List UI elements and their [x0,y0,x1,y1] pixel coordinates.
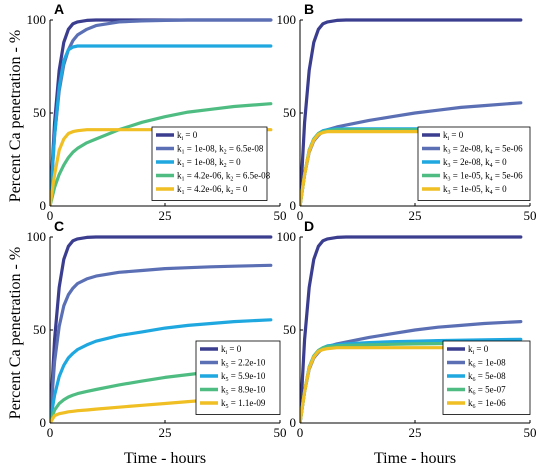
legend-entry: k3 = 1e-05, k4 = 5e-06 [443,171,523,183]
legend-entry: k5 = 8.9e-10 [221,385,266,397]
x-tick-label: 25 [409,425,422,440]
legend-entry: k5 = 2.2e-10 [221,358,266,370]
series-line-1 [300,235,523,423]
panel-label: D [304,218,314,234]
legend-entry: ki = 0 [468,344,489,356]
y-tick-label: 100 [277,12,297,27]
x-tick-label: 0 [47,425,54,440]
x-tick-label: 50 [524,208,537,223]
series-group [50,18,273,206]
panel-label: C [54,218,64,234]
panel-label: B [304,1,314,17]
y-tick-label: 0 [290,415,297,430]
y-tick-label: 100 [277,229,297,244]
x-tick-label: 50 [274,425,287,440]
y-tick-label: 0 [40,415,47,430]
legend-entry: k1 = 4.2e-06, k2 = 0 [177,184,248,196]
series-line-2 [50,263,273,423]
legend-entry: k6 = 5e-07 [468,385,506,397]
y-axis-label-top: Percent Ca penetration - % [7,30,24,202]
x-tick-label: 25 [409,208,422,223]
y-tick-label: 50 [33,105,46,120]
y-tick-label: 100 [27,12,47,27]
series-line-3 [50,44,273,206]
y-axis-label-bottom: Percent Ca penetration - % [7,247,24,419]
x-tick-label: 50 [274,208,287,223]
legend-entry: ki = 0 [443,130,464,142]
y-tick-label: 50 [283,322,296,337]
x-tick-label: 50 [524,425,537,440]
legend-entry: k3 = 2e-08, k4 = 5e-06 [443,144,523,156]
x-tick-label: 0 [297,208,304,223]
legend-entry: k6 = 1e-08 [468,358,506,370]
series-line-4 [50,102,273,206]
y-tick-label: 50 [283,105,296,120]
y-tick-label: 0 [40,198,47,213]
y-tick-label: 100 [27,229,47,244]
panel-a: 0 25 50 0 50 100 Aki = 0 k1 = 1e-08, k2 = 6.5e-… [27,1,287,223]
legend-entry: k3 = 2e-08, k4 = 0 [443,157,507,169]
x-axis-label-left: Time - hours [124,450,206,467]
x-tick-label: 0 [47,208,54,223]
legend-entry: k3 = 1e-05, k4 = 0 [443,184,507,196]
y-tick-label: 50 [33,322,46,337]
x-tick-label: 25 [159,208,172,223]
x-tick-label: 25 [159,425,172,440]
legend-entry: k6 = 5e-08 [468,371,506,383]
legend-entry: k5 = 1.1e-09 [221,398,266,410]
y-tick-label: 0 [290,198,297,213]
series-line-1 [50,235,273,423]
legend-entry: ki = 0 [221,344,242,356]
series-line-1 [300,18,523,206]
legend-entry: k1 = 1e-08, k2 = 0 [177,157,241,169]
series-line-3 [50,318,273,423]
legend-entry: k6 = 1e-06 [468,398,506,410]
legend-entry: k5 = 5.9e-10 [221,371,266,383]
legend-entry: ki = 0 [177,130,198,142]
series-group [300,18,523,206]
legend-entry: k1 = 4.2e-06, k2 = 6.5e-08 [177,171,271,183]
x-tick-label: 0 [297,425,304,440]
series-group [50,235,273,423]
x-axis-label-right: Time - hours [374,450,456,467]
legend-entry: k1 = 1e-08, k2 = 6.5e-08 [177,144,264,156]
panel-label: A [54,1,64,17]
